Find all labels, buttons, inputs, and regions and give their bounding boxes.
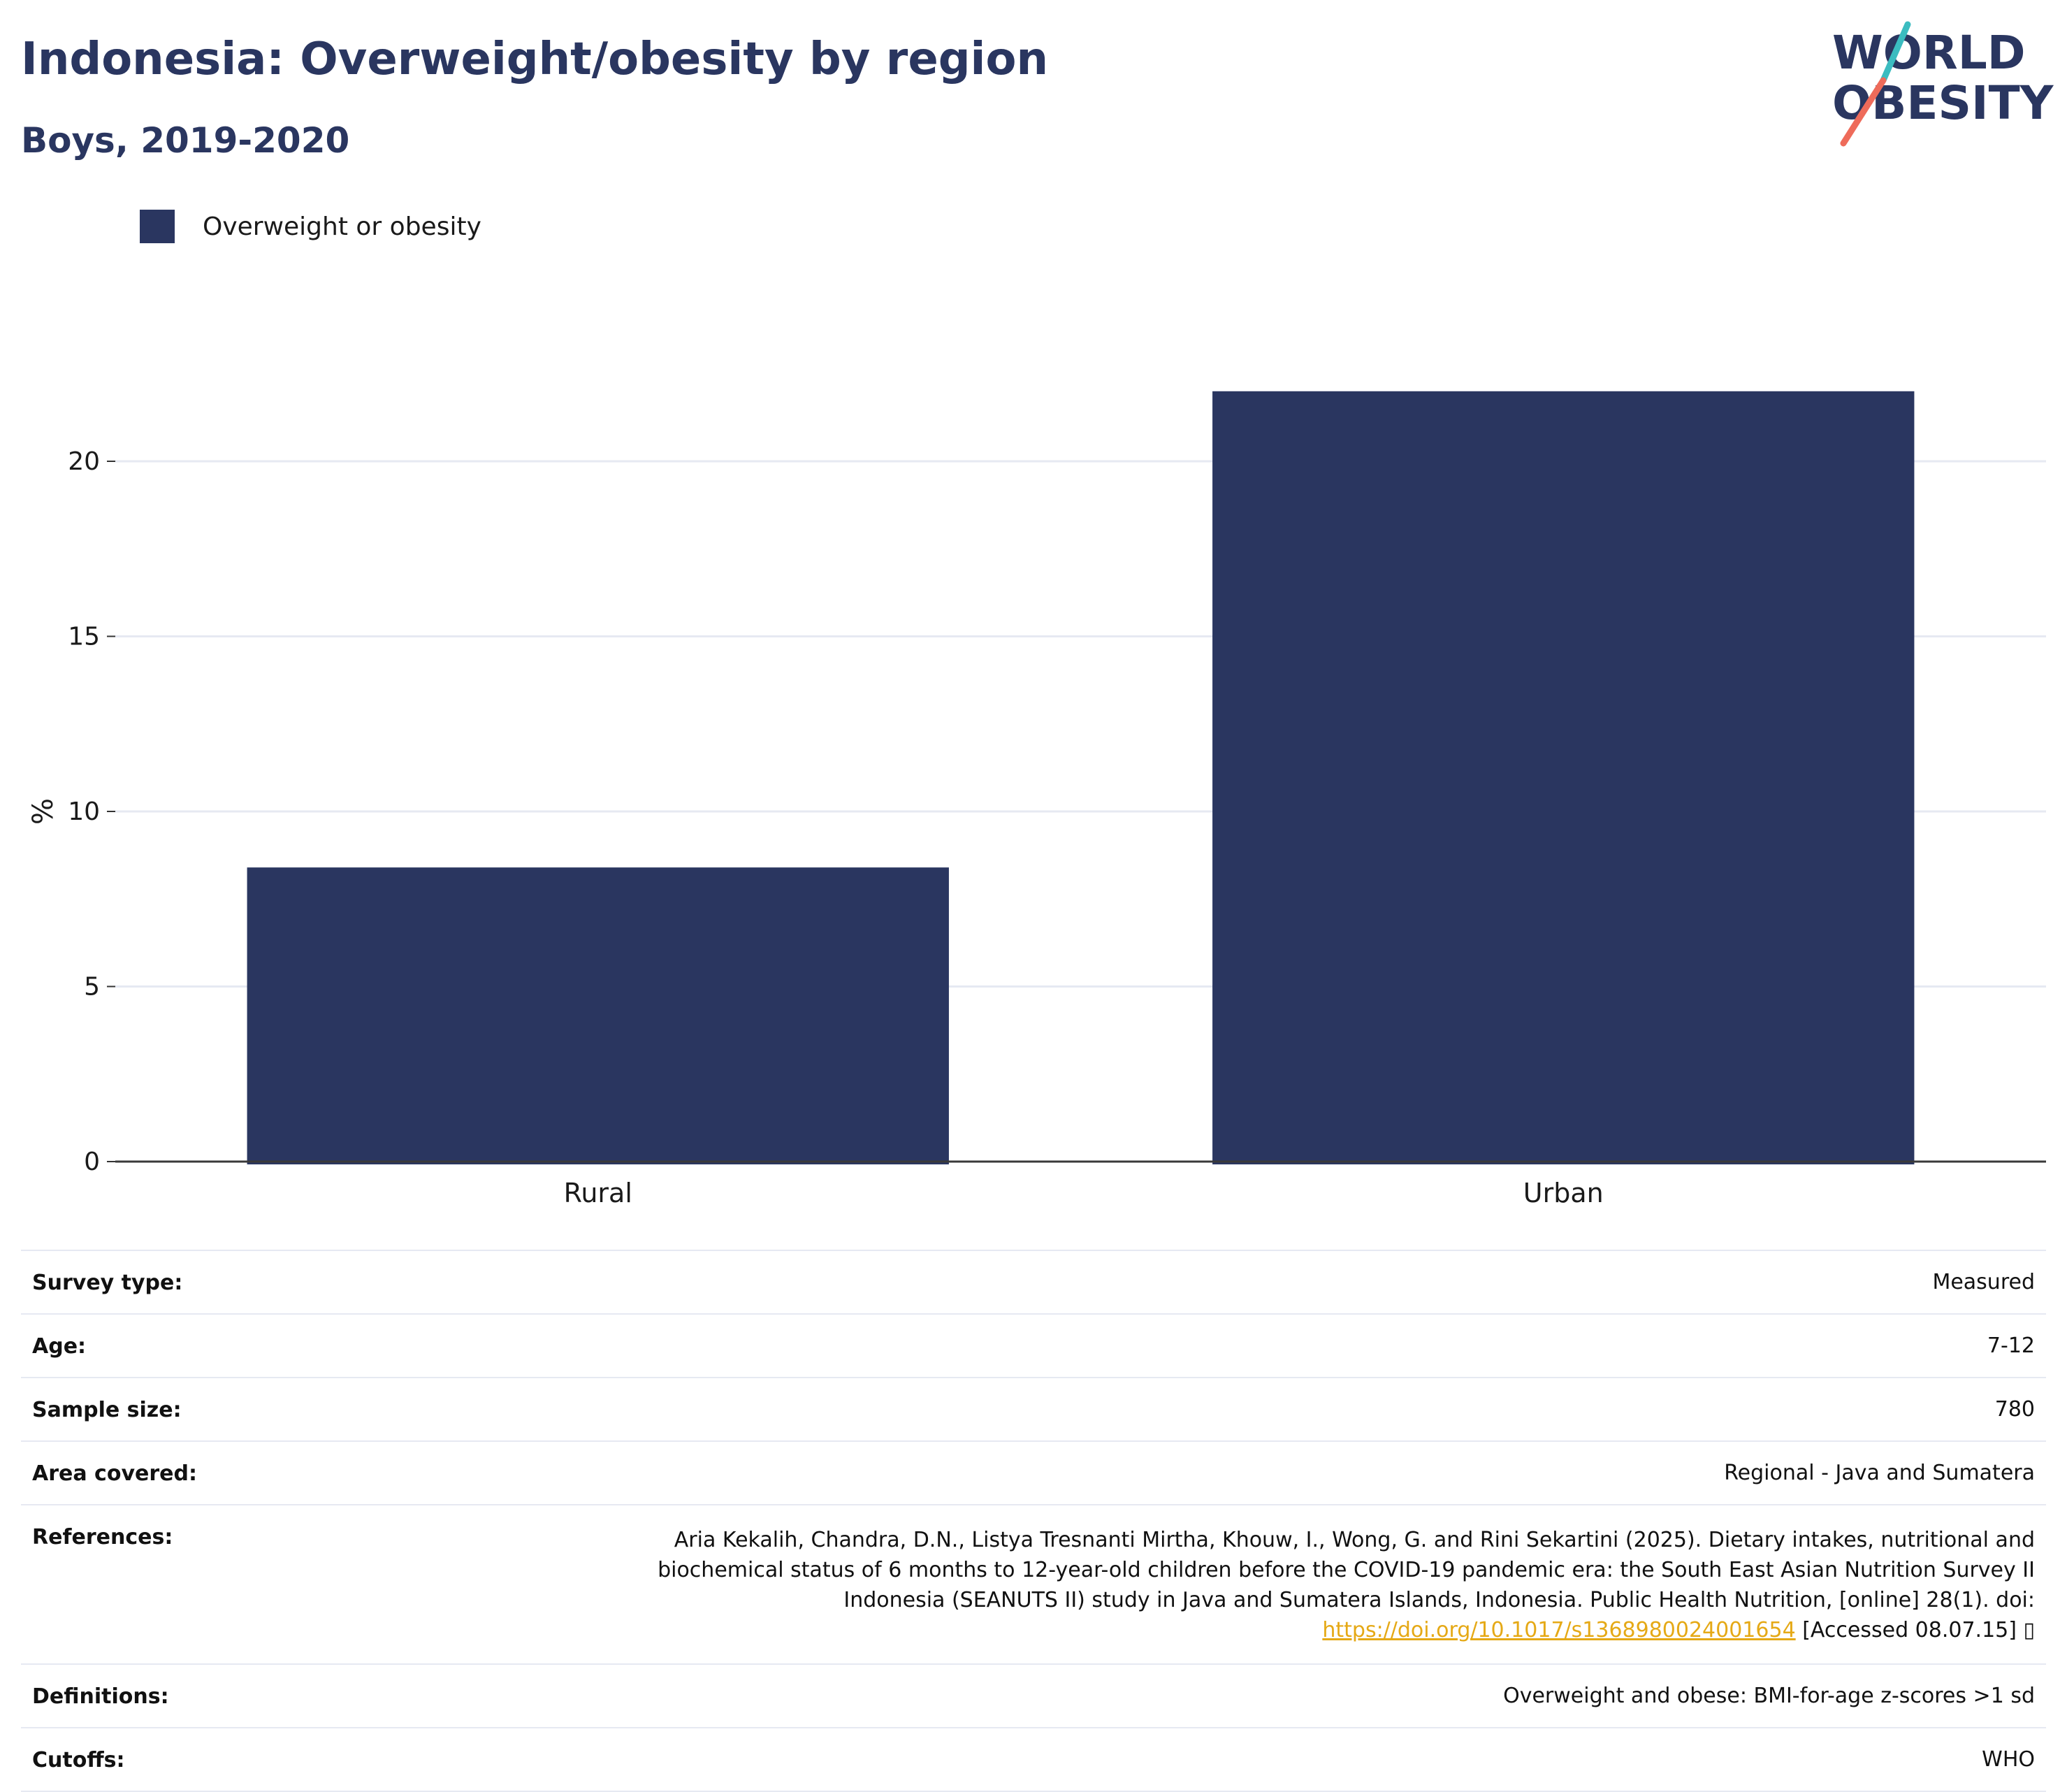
meta-value: Measured — [1932, 1270, 2035, 1294]
y-axis-label: % — [27, 798, 59, 825]
meta-value: WHO — [1982, 1747, 2035, 1772]
chart-subtitle: Boys, 2019-2020 — [21, 120, 350, 161]
reference-line-3: Indonesia (SEANUTS II) study in Java and… — [843, 1588, 2035, 1612]
legend-label: Overweight or obesity — [203, 212, 481, 241]
meta-label: Cutoffs: — [32, 1748, 125, 1772]
y-tick-label: 0 — [84, 1148, 100, 1176]
metadata-table: Survey type: Measured Age: 7-12 Sample s… — [21, 1250, 2046, 1792]
y-tick-label: 20 — [68, 447, 100, 476]
meta-value: Regional - Java and Sumatera — [1724, 1461, 2035, 1485]
reference-doi-link[interactable]: https://doi.org/10.1017/s136898002400165… — [1322, 1618, 1796, 1642]
meta-value: 780 — [1994, 1397, 2035, 1422]
legend-swatch — [140, 210, 175, 243]
y-tick-label: 10 — [68, 797, 100, 826]
reference-text: Aria Kekalih, Chandra, D.N., Listya Tres… — [595, 1525, 2035, 1645]
meta-label: References: — [32, 1525, 173, 1549]
meta-row-area-covered: Area covered: Regional - Java and Sumate… — [21, 1440, 2046, 1504]
meta-row-definitions: Definitions: Overweight and obese: BMI-f… — [21, 1663, 2046, 1727]
meta-row-references: References: Aria Kekalih, Chandra, D.N.,… — [21, 1504, 2046, 1663]
x-tick-label: Rural — [564, 1178, 632, 1208]
meta-row-survey-type: Survey type: Measured — [21, 1250, 2046, 1313]
meta-label: Area covered: — [32, 1461, 197, 1486]
meta-row-sample-size: Sample size: 780 — [21, 1377, 2046, 1440]
meta-label: Sample size: — [32, 1398, 182, 1422]
y-tick-label: 5 — [84, 973, 100, 1002]
logo-slash-coral — [1840, 77, 1887, 147]
logo-line1: WORLD — [1832, 26, 2026, 80]
meta-label: Age: — [32, 1334, 87, 1359]
meta-value: Overweight and obese: BMI-for-age z-scor… — [1503, 1684, 2035, 1708]
chart-legend[interactable]: Overweight or obesity — [140, 210, 481, 243]
bar-rural — [247, 867, 949, 1164]
x-tick-label: Urban — [1523, 1178, 1604, 1208]
meta-label: Survey type: — [32, 1271, 183, 1295]
reference-line-2: biochemical status of 6 months to 12-yea… — [658, 1558, 2035, 1582]
meta-row-cutoffs: Cutoffs: WHO — [21, 1727, 2046, 1792]
bar-urban — [1212, 391, 1915, 1164]
reference-suffix: [Accessed 08.07.15] ▯ — [1795, 1618, 2035, 1642]
reference-line-1: Aria Kekalih, Chandra, D.N., Listya Tres… — [674, 1528, 2035, 1552]
meta-value: 7-12 — [1987, 1334, 2035, 1358]
y-tick-label: 15 — [68, 623, 100, 651]
logo-slash-teal — [1880, 21, 1911, 84]
world-obesity-logo: WORLD OBESITY — [1832, 21, 2054, 147]
bar-chart: 0 5 10 15 20% Rural Urban — [27, 391, 2046, 1208]
meta-label: Definitions: — [32, 1684, 169, 1709]
meta-row-age: Age: 7-12 — [21, 1313, 2046, 1377]
chart-title: Indonesia: Overweight/obesity by region — [21, 34, 1048, 85]
